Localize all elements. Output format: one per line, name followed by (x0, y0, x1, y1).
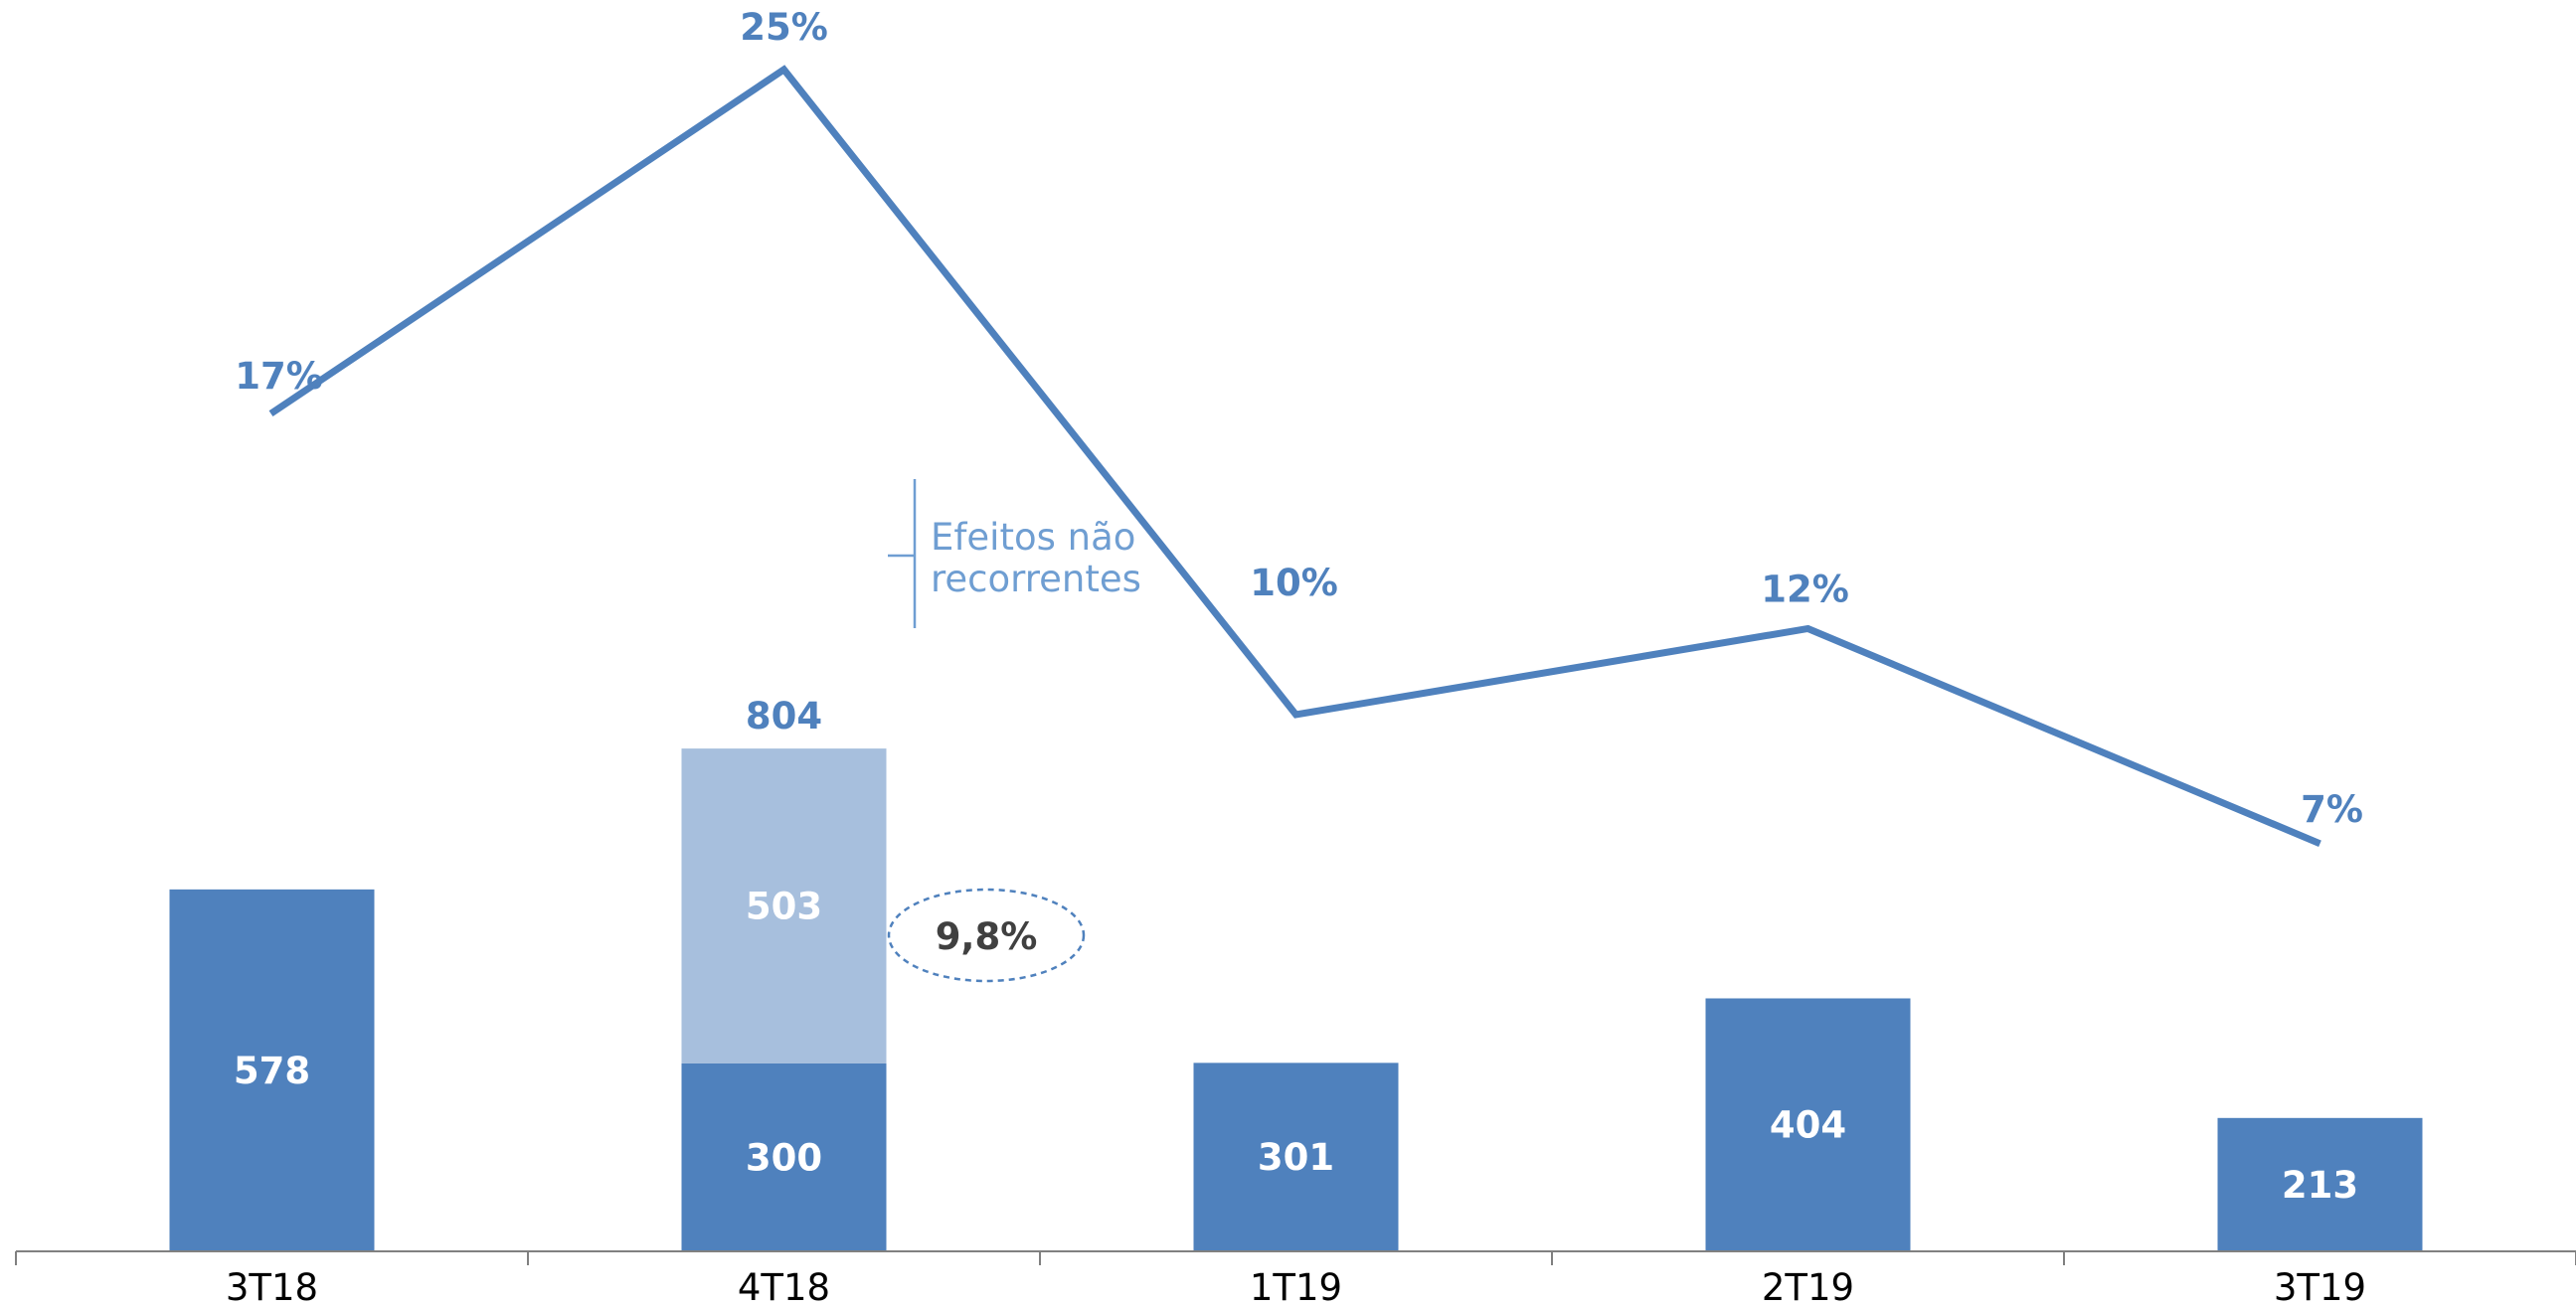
annotation-text-line-2: recorrentes (931, 558, 1141, 600)
bars-layer (169, 748, 2423, 1251)
percentage-line (268, 65, 2321, 848)
line-label-4t18: 25% (740, 6, 828, 49)
bar-1t19 (1193, 1063, 1399, 1251)
stacked-value-4t18: 503 (746, 886, 822, 928)
x-tick-label-2t19: 2T19 (1762, 1266, 1854, 1308)
line-layer (268, 65, 2321, 848)
margin-callout: 9,8% (887, 888, 1086, 983)
bar-value-2t19: 404 (1770, 1104, 1846, 1147)
stacked-bar-4t18 (681, 748, 887, 1063)
labels-layer: 578 300 503 804 301 404 213 17% 25% 10% 12% 7% (234, 6, 2363, 1207)
bar-4t18 (681, 1063, 887, 1251)
line-label-2t19: 12% (1761, 568, 1849, 610)
callout-ellipse (887, 888, 1086, 983)
non-recurring-annotation: Efeitos não recorrentes (888, 479, 1141, 628)
line-label-3t19: 7% (2301, 788, 2363, 831)
x-tick-label-3t19: 3T19 (2274, 1266, 2366, 1308)
bar-3t18 (169, 889, 375, 1251)
bar-value-3t19: 213 (2282, 1164, 2358, 1207)
bar-3t19 (2217, 1117, 2423, 1251)
bar-value-4t18: 300 (746, 1137, 822, 1180)
bar-2t19 (1705, 998, 1911, 1251)
x-tick-label-4t18: 4T18 (738, 1266, 830, 1308)
total-label-4t18: 804 (746, 695, 822, 737)
bar-value-3t18: 578 (234, 1050, 310, 1092)
x-tick-label-1t19: 1T19 (1250, 1266, 1342, 1308)
bar-value-1t19: 301 (1258, 1136, 1334, 1179)
line-label-3t18: 17% (235, 355, 323, 398)
x-axis: 3T18 4T18 1T19 2T19 3T19 (15, 1250, 2576, 1308)
x-tick-label-3t18: 3T18 (226, 1266, 318, 1308)
annotation-text-line-1: Efeitos não (931, 516, 1135, 559)
callout-value: 9,8% (936, 915, 1038, 958)
line-label-1t19: 10% (1250, 562, 1338, 604)
